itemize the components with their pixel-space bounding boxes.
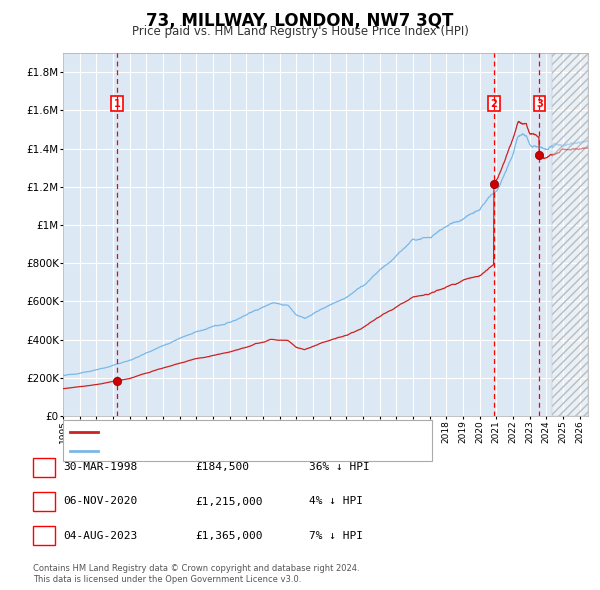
Text: 73, MILLWAY, LONDON, NW7 3QT: 73, MILLWAY, LONDON, NW7 3QT — [146, 12, 454, 30]
Text: 06-NOV-2020: 06-NOV-2020 — [63, 497, 137, 506]
Text: £184,500: £184,500 — [195, 463, 249, 472]
Text: 1: 1 — [114, 99, 121, 109]
Text: 2: 2 — [40, 497, 48, 506]
Text: 3: 3 — [40, 531, 48, 540]
Text: Price paid vs. HM Land Registry's House Price Index (HPI): Price paid vs. HM Land Registry's House … — [131, 25, 469, 38]
Text: 30-MAR-1998: 30-MAR-1998 — [63, 463, 137, 472]
Text: 04-AUG-2023: 04-AUG-2023 — [63, 531, 137, 540]
Text: HPI: Average price, detached house, Barnet: HPI: Average price, detached house, Barn… — [102, 446, 330, 455]
Bar — [552, 53, 588, 416]
Text: 1: 1 — [40, 463, 48, 472]
Text: Contains HM Land Registry data © Crown copyright and database right 2024.: Contains HM Land Registry data © Crown c… — [33, 565, 359, 573]
Text: 36% ↓ HPI: 36% ↓ HPI — [309, 463, 370, 472]
Text: £1,215,000: £1,215,000 — [195, 497, 263, 506]
Text: 2: 2 — [490, 99, 497, 109]
Bar — [552, 53, 588, 416]
Text: 4% ↓ HPI: 4% ↓ HPI — [309, 497, 363, 506]
Text: This data is licensed under the Open Government Licence v3.0.: This data is licensed under the Open Gov… — [33, 575, 301, 584]
Text: 73, MILLWAY, LONDON, NW7 3QT (detached house): 73, MILLWAY, LONDON, NW7 3QT (detached h… — [102, 428, 369, 437]
Text: 3: 3 — [536, 99, 543, 109]
Text: £1,365,000: £1,365,000 — [195, 531, 263, 540]
Text: 7% ↓ HPI: 7% ↓ HPI — [309, 531, 363, 540]
